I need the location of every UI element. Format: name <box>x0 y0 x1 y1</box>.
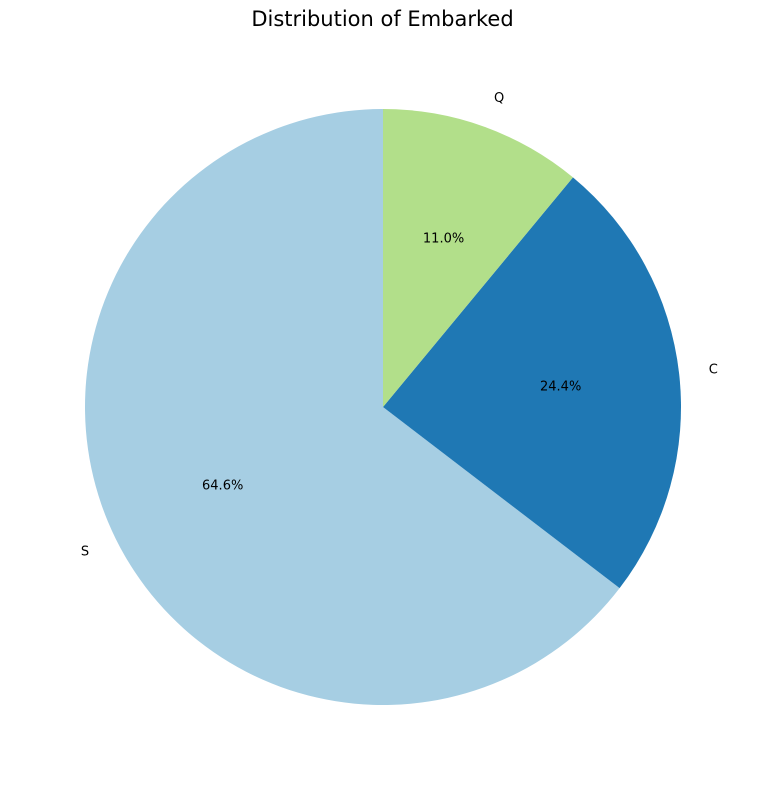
pie-slices <box>85 108 681 706</box>
pie-labels: S 64.6% C 24.4% Q 11.0% <box>81 91 718 560</box>
slice-percent-s: 64.6% <box>202 479 243 494</box>
slice-label-c: C <box>709 363 718 378</box>
pie-slice-c <box>383 177 681 589</box>
pie-slice-q <box>383 108 573 407</box>
slice-percent-q: 11.0% <box>423 231 464 246</box>
chart-title: Distribution of Embarked <box>251 7 514 31</box>
slice-label-s: S <box>81 545 89 560</box>
pie-slice-s <box>85 109 620 706</box>
slice-label-q: Q <box>494 91 504 106</box>
slice-percent-c: 24.4% <box>540 379 581 394</box>
